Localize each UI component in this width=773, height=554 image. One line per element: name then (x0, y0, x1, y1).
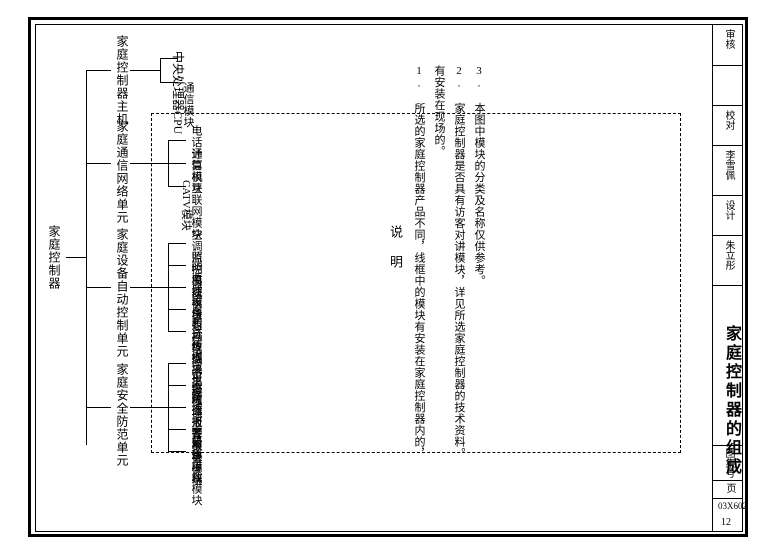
spine (86, 70, 87, 445)
u4-child-5: 紧急求救模块 (188, 437, 204, 506)
u3-c5 (168, 331, 186, 332)
u3-c1 (168, 243, 186, 244)
unit-1: 家庭控制器主机 (114, 35, 131, 126)
note-1a: 1. 所选的家庭控制器产品不同，线框中的模块有安装在家庭控制器内的， (411, 65, 427, 459)
page-value: 12 (721, 517, 731, 528)
figset-value: 03X602 (718, 501, 747, 511)
u4-out (130, 407, 168, 408)
u4-c2 (168, 385, 186, 386)
u4-c5 (168, 451, 186, 452)
notes-title: 说 明 (386, 225, 405, 269)
u3-c2 (168, 265, 186, 266)
conn-root-h (66, 257, 86, 258)
u2-out (130, 163, 168, 164)
tb-row-5: 设计 (713, 195, 743, 235)
note-2: 2. 家庭控制器是否具有访客对讲模块，详见所选家庭控制器的技术资料。 (451, 65, 467, 459)
outer-frame: 家庭控制器 家庭控制器主机 中央处理器CPU 通信模块 家庭通信网络单元 (28, 17, 748, 537)
u3-c3 (168, 287, 186, 288)
tb-row-4: 李雪佩 (713, 145, 743, 195)
u1-out (130, 70, 160, 71)
u3-c4 (168, 309, 186, 310)
note-1b: 有安装在现场的。 (431, 65, 447, 157)
tb-row-7 (713, 285, 743, 315)
note-3: 3. 本图中模块的分类及名称仅供参考。 (471, 65, 487, 287)
page-label: 页 (722, 483, 737, 493)
tb-label-2: 校对 (721, 110, 736, 130)
u4-c1 (168, 363, 186, 364)
tb-values-row: 03X602 12 (713, 498, 743, 533)
unit-4: 家庭安全防范单元 (114, 363, 131, 467)
u1-h (86, 70, 111, 71)
tb-row-3: 校对 (713, 105, 743, 145)
unit-2: 家庭通信网络单元 (114, 120, 131, 224)
u2-c1 (168, 140, 186, 141)
title-block: 审核 校对 李雪佩 设计 朱立彤 家庭控制器的组成 图集号 页 (712, 25, 742, 531)
u2-c2 (168, 163, 186, 164)
u3-h (86, 287, 111, 288)
tb-name-1: 李雪佩 (721, 150, 736, 180)
u2-child-3: CATV模块 (179, 180, 195, 231)
diagram-area: 家庭控制器 家庭控制器主机 中央处理器CPU 通信模块 家庭通信网络单元 (36, 25, 712, 531)
tb-label-1: 审核 (721, 29, 736, 49)
tb-page-label-row: 页 (713, 480, 743, 498)
tb-figset-label-row: 图集号 (713, 445, 743, 480)
figset-label: 图集号 (721, 448, 736, 478)
u4-c4 (168, 429, 186, 430)
u3-out (130, 287, 168, 288)
u4-h (86, 407, 111, 408)
u2-h (86, 163, 111, 164)
root-label: 家庭控制器 (46, 225, 63, 290)
tb-row-6: 朱立彤 (713, 235, 743, 285)
tb-name-2: 朱立彤 (721, 240, 736, 270)
tb-label-3: 设计 (721, 200, 736, 220)
tb-row-2 (713, 65, 743, 105)
u4-c3 (168, 407, 186, 408)
unit-3: 家庭设备自动控制单元 (114, 228, 131, 358)
u1-v (160, 58, 161, 83)
inner-frame: 家庭控制器 家庭控制器主机 中央处理器CPU 通信模块 家庭通信网络单元 (35, 24, 743, 532)
tb-row-1: 审核 (713, 25, 743, 65)
